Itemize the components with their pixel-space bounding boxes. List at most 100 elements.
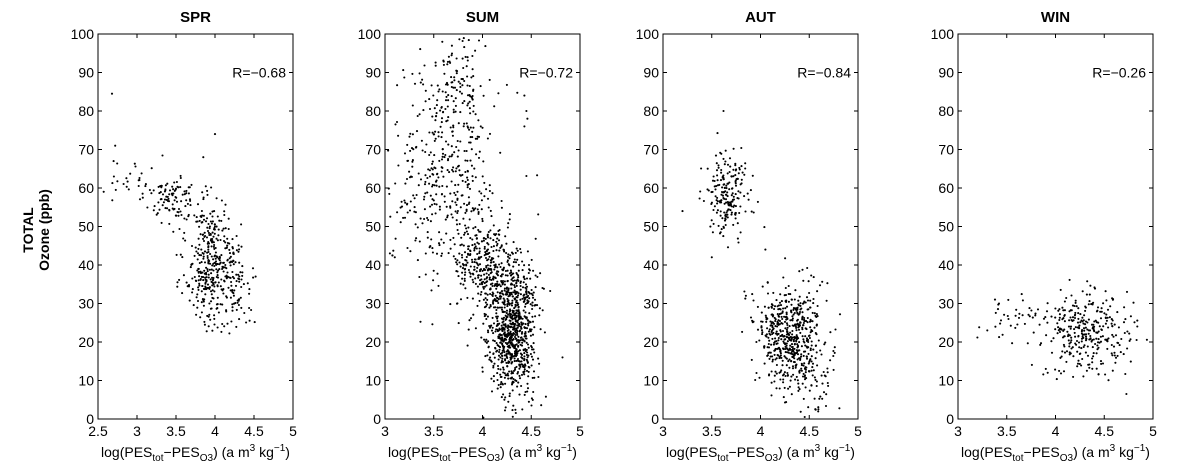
scatter-point <box>431 247 434 250</box>
scatter-point <box>232 277 236 280</box>
scatter-point <box>479 268 483 271</box>
scatter-point <box>533 298 537 301</box>
scatter-point <box>790 375 793 378</box>
scatter-point <box>761 285 764 288</box>
scatter-point <box>782 307 785 310</box>
scatter-point <box>780 322 783 325</box>
scatter-point <box>752 211 755 214</box>
scatter-point <box>728 188 731 191</box>
scatter-point <box>214 251 217 254</box>
scatter-point <box>730 194 733 197</box>
scatter-point <box>1058 308 1061 311</box>
scatter-point <box>799 321 802 324</box>
scatter-point <box>801 335 804 338</box>
scatter-point <box>207 259 210 262</box>
scatter-point <box>508 319 511 322</box>
scatter-point <box>795 323 798 326</box>
chart-title: AUT <box>745 9 776 26</box>
scatter-point <box>1091 302 1094 306</box>
scatter-point <box>482 285 485 289</box>
scatter-point <box>460 92 463 95</box>
scatter-point <box>459 282 462 285</box>
scatter-point <box>504 396 507 399</box>
scatter-point <box>525 348 528 351</box>
scatter-point <box>531 333 535 336</box>
scatter-point <box>743 290 746 293</box>
scatter-point <box>202 233 205 236</box>
scatter-point <box>526 351 529 354</box>
scatter-point <box>185 281 188 284</box>
scatter-point <box>481 217 484 220</box>
scatter-point <box>431 251 434 254</box>
scatter-point <box>204 285 207 288</box>
scatter-point <box>512 265 515 268</box>
scatter-point <box>468 218 471 221</box>
scatter-point <box>1039 342 1043 345</box>
scatter-point <box>773 374 776 377</box>
scatter-point <box>498 328 502 331</box>
scatter-point <box>455 261 458 264</box>
scatter-point <box>790 298 793 301</box>
scatter-point <box>814 357 817 360</box>
scatter-point <box>786 330 789 333</box>
scatter-point <box>1057 309 1060 312</box>
scatter-point <box>542 287 545 290</box>
scatter-point <box>730 175 733 178</box>
scatter-point <box>520 384 523 388</box>
scatter-point <box>1126 347 1129 350</box>
scatter-point <box>1096 306 1100 309</box>
scatter-point <box>1089 337 1092 340</box>
scatter-point <box>481 370 484 373</box>
scatter-point <box>201 191 204 194</box>
scatter-point <box>1093 320 1096 323</box>
scatter-point <box>471 54 474 58</box>
scatter-point <box>202 198 205 201</box>
scatter-point <box>508 312 511 315</box>
scatter-point <box>1078 352 1081 356</box>
scatter-point <box>773 353 776 356</box>
x-axis-label: log(PEStot−PESO3) (a m3 kg−1) <box>666 443 855 464</box>
scatter-point <box>175 180 178 184</box>
scatter-point <box>253 321 256 324</box>
scatter-point <box>795 307 798 310</box>
scatter-point <box>784 338 787 341</box>
scatter-point <box>202 279 205 282</box>
scatter-point <box>1044 367 1047 370</box>
scatter-point <box>519 288 522 291</box>
scatter-point <box>768 332 771 335</box>
scatter-point <box>508 392 511 395</box>
scatter-point <box>465 149 468 153</box>
scatter-point <box>772 331 775 334</box>
scatter-point <box>1062 317 1065 320</box>
scatter-point <box>477 256 480 259</box>
scatter-point <box>466 75 469 78</box>
scatter-point <box>1058 369 1061 372</box>
scatter-point <box>416 259 419 262</box>
scatter-point <box>1078 324 1081 327</box>
scatter-point <box>494 283 497 286</box>
scatter-point <box>821 280 824 283</box>
scatter-point <box>208 313 211 316</box>
scatter-point <box>435 112 438 115</box>
scatter-point <box>1062 309 1065 312</box>
scatter-point <box>502 297 505 300</box>
scatter-point <box>413 206 416 209</box>
scatter-point <box>466 159 469 162</box>
scatter-point <box>228 242 231 245</box>
scatter-point <box>430 203 434 206</box>
scatter-point <box>1090 323 1094 326</box>
scatter-point <box>1066 335 1070 338</box>
scatter-point <box>419 217 422 220</box>
scatter-point <box>532 342 535 345</box>
scatter-point <box>396 211 399 214</box>
scatter-point <box>474 207 477 210</box>
scatter-point <box>510 322 513 326</box>
scatter-point <box>1110 352 1113 355</box>
scatter-point <box>510 353 513 356</box>
scatter-point <box>523 278 526 281</box>
scatter-point <box>464 271 467 274</box>
scatter-point <box>1065 296 1068 300</box>
scatter-point <box>756 200 759 203</box>
scatter-point <box>769 320 772 323</box>
scatter-point <box>456 211 459 215</box>
